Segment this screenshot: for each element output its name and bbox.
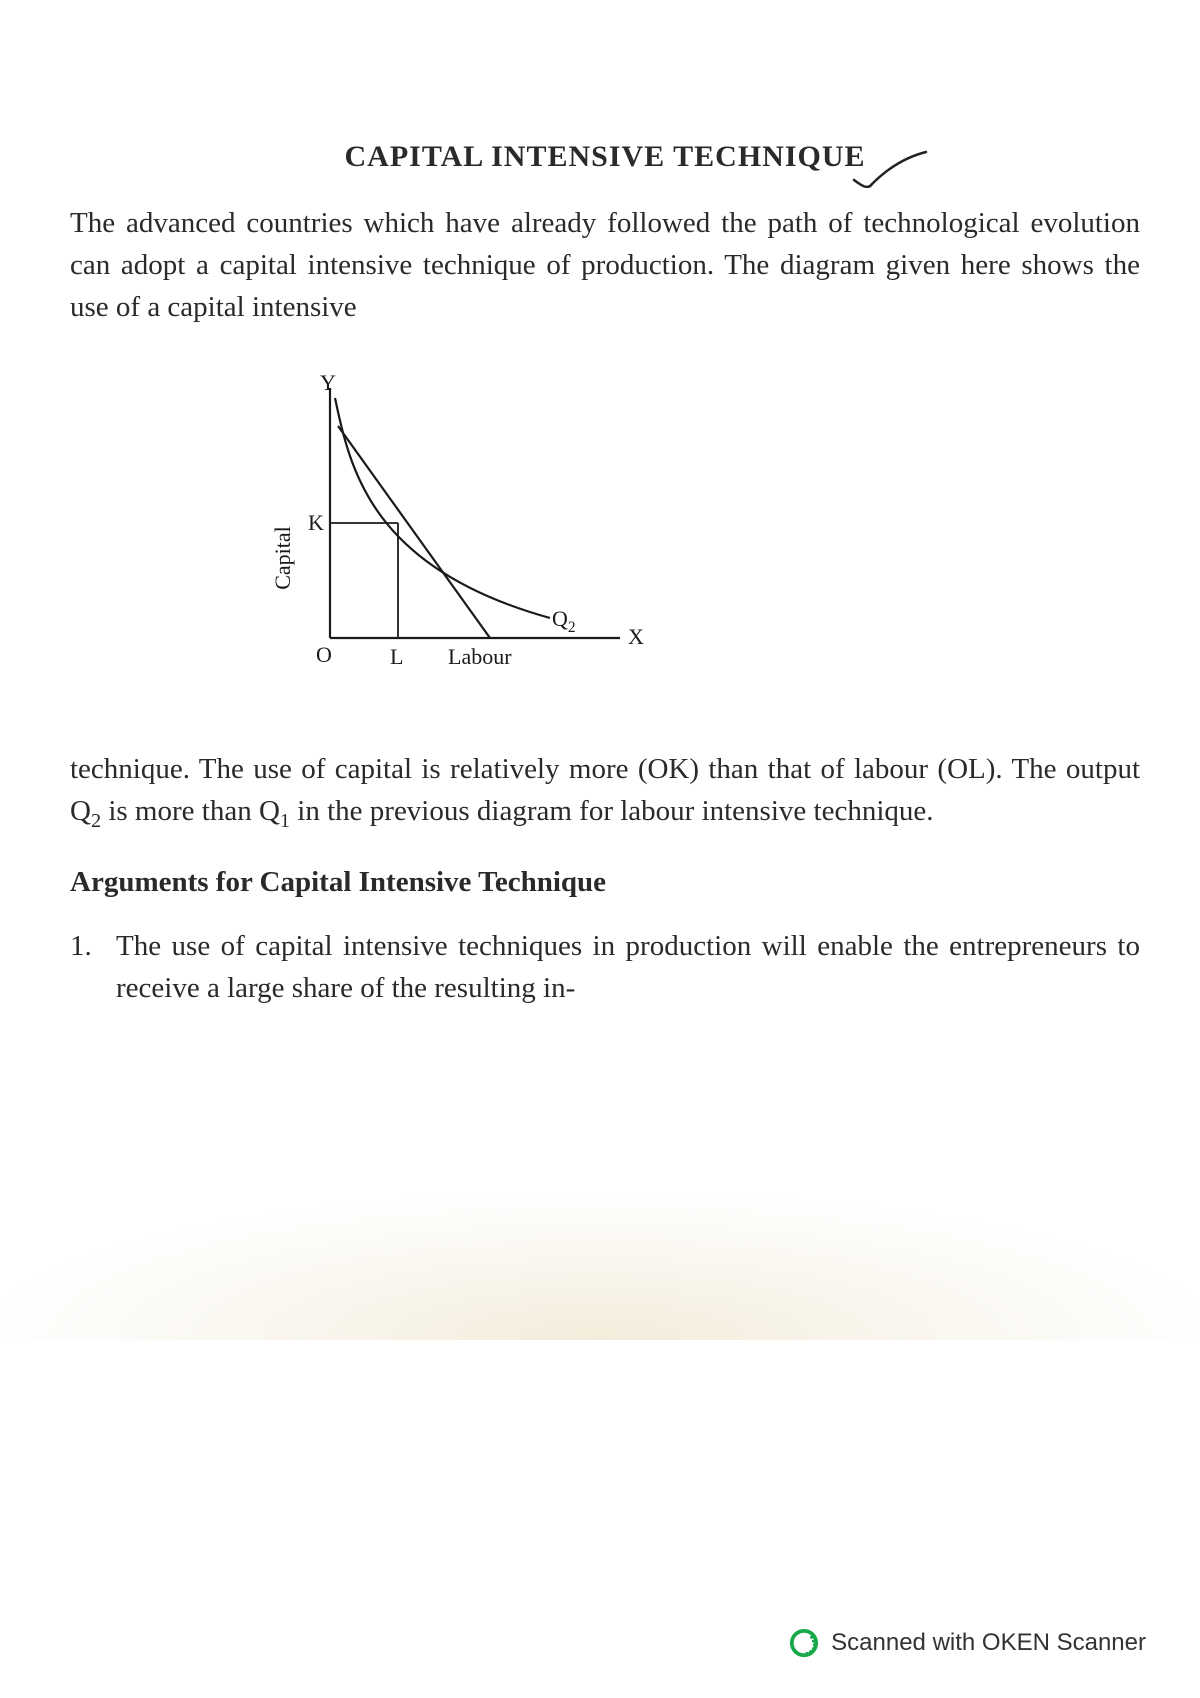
y-axis-title: Capital xyxy=(270,526,295,590)
list-text: The use of capital intensive techniques … xyxy=(116,925,1140,1009)
scanner-app-icon xyxy=(789,1628,819,1658)
para2-part3: in the previous diagram for labour inten… xyxy=(290,795,933,827)
scanner-text: Scanned with OKEN Scanner xyxy=(831,1629,1146,1657)
k-label: K xyxy=(308,510,324,535)
title-text: CAPITAL INTENSIVE TECHNIQUE xyxy=(344,140,865,173)
page-title: CAPITAL INTENSIVE TECHNIQUE xyxy=(70,140,1140,174)
x-axis-label: X xyxy=(628,624,644,649)
origin-label: O xyxy=(316,642,332,667)
y-axis-label: Y xyxy=(320,370,336,395)
para2-sub2: 1 xyxy=(280,810,290,832)
para2-part2: is more than Q xyxy=(101,795,280,827)
scanner-badge: Scanned with OKEN Scanner xyxy=(789,1628,1146,1658)
list-item: 1. The use of capital intensive techniqu… xyxy=(70,925,1140,1009)
list-number: 1. xyxy=(70,925,116,1009)
x-axis-title: Labour xyxy=(448,644,512,669)
paper-stain-decoration xyxy=(0,1140,1200,1340)
arguments-subheading: Arguments for Capital Intensive Techniqu… xyxy=(70,866,1140,899)
paragraph-1: The advanced countries which have alread… xyxy=(70,202,1140,328)
economics-chart: Y X O K L Q2 Labour Capital xyxy=(70,358,1140,698)
checkmark-annotation xyxy=(850,148,940,188)
para2-sub1: 2 xyxy=(91,810,101,832)
l-label: L xyxy=(390,644,403,669)
paragraph-2: technique. The use of capital is relativ… xyxy=(70,748,1140,836)
q2-label: Q2 xyxy=(552,606,576,636)
